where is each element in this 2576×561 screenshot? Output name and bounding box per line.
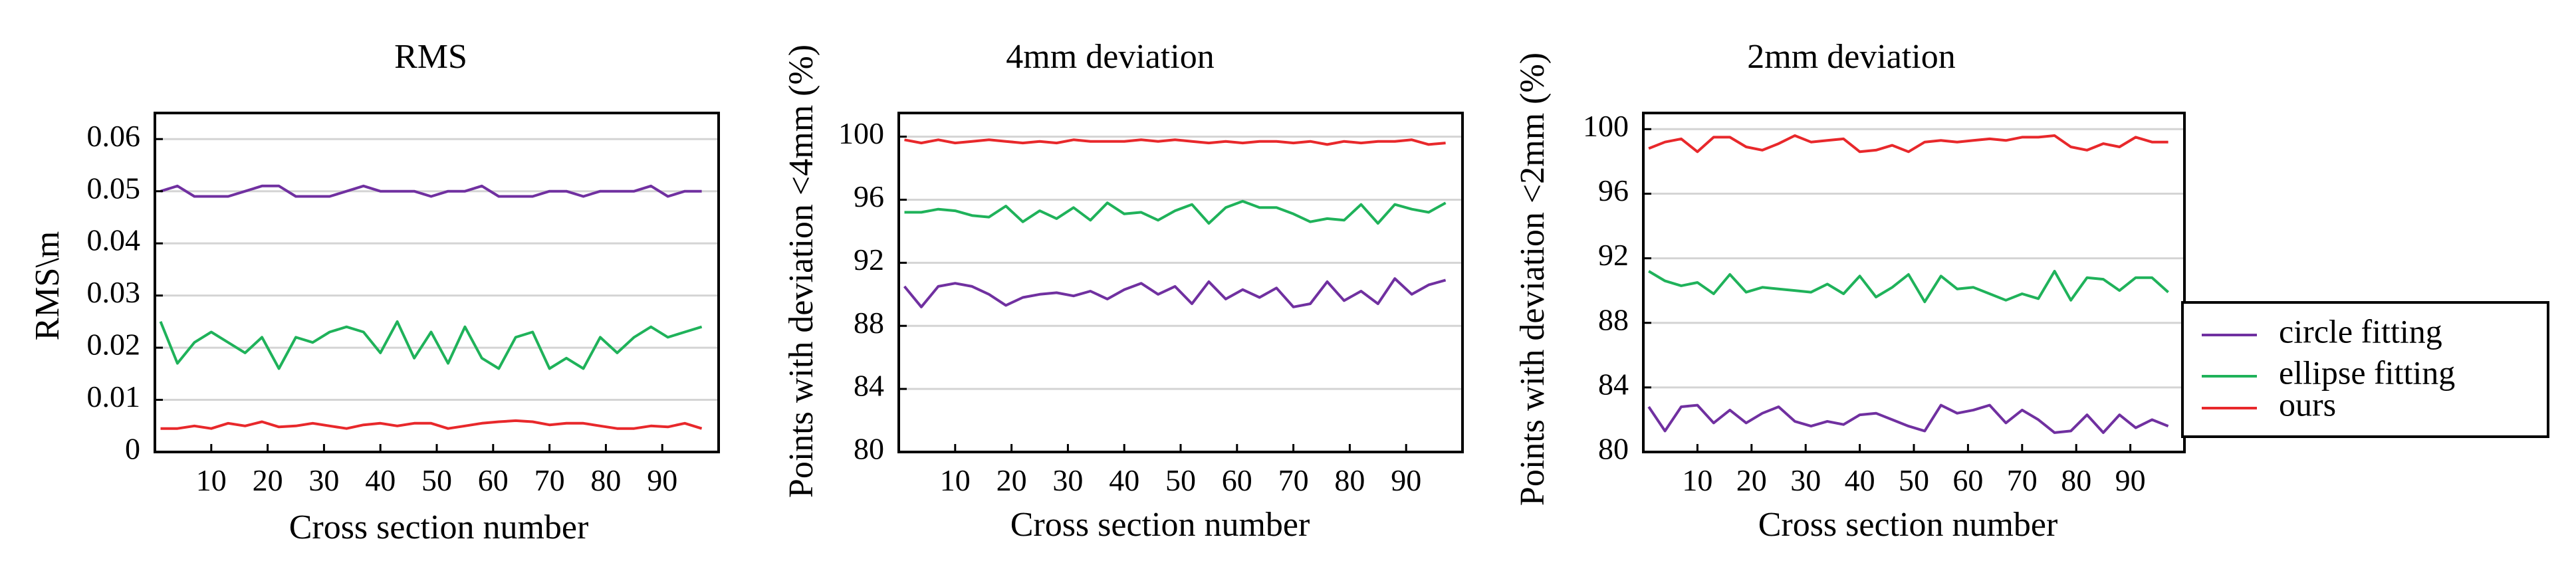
legend-label-ours: ours xyxy=(2279,386,2336,423)
y-tick-label: 0.04 xyxy=(87,223,141,257)
x-tick-label: 80 xyxy=(2061,463,2091,497)
x-tick-label: 40 xyxy=(365,463,396,497)
x-tick-label: 20 xyxy=(253,463,283,497)
legend-entry-circle-fitting: circle fitting xyxy=(2202,312,2442,350)
x-tick-label: 10 xyxy=(1682,463,1712,497)
y-tick-label: 0.05 xyxy=(87,171,141,205)
x-axis-label: Cross section number xyxy=(1758,506,2058,544)
x-tick-label: 70 xyxy=(1278,463,1309,497)
x-tick-label: 30 xyxy=(1790,463,1821,497)
x-tick-label: 80 xyxy=(590,463,621,497)
y-tick-label: 0.02 xyxy=(87,328,141,362)
x-tick-label: 30 xyxy=(308,463,339,497)
x-tick-label: 20 xyxy=(1736,463,1767,497)
legend-label-ellipse-fitting: ellipse fitting xyxy=(2279,354,2455,391)
chart-title: RMS xyxy=(394,38,467,76)
series-line-circle-fitting xyxy=(1647,403,2169,434)
x-tick-label: 50 xyxy=(421,463,452,497)
y-axis-label: Points with deviation <4mm (%) xyxy=(782,45,820,498)
x-tick-label: 40 xyxy=(1845,463,1875,497)
x-axis-label: Cross section number xyxy=(289,508,589,546)
y-tick-label: 80 xyxy=(854,432,884,466)
x-tick-label: 40 xyxy=(1109,463,1139,497)
y-tick-label: 88 xyxy=(854,306,884,340)
legend-label-circle-fitting: circle fitting xyxy=(2279,312,2442,350)
y-tick-label: 84 xyxy=(854,369,884,403)
chart-panel-4mm-deviation: 4mm deviation Points with deviation <4mm… xyxy=(782,38,1464,544)
series-line-ellipse-fitting xyxy=(159,320,703,370)
x-tick-label: 10 xyxy=(196,463,227,497)
y-tick-label: 100 xyxy=(1583,109,1629,143)
x-tick-label: 10 xyxy=(940,463,971,497)
x-tick-label: 90 xyxy=(1391,463,1421,497)
legend-entry-ours: ours xyxy=(2202,386,2336,423)
legend: circle fitting ellipse fitting ours xyxy=(2181,301,2549,438)
x-tick-label: 80 xyxy=(1334,463,1365,497)
chart-panel-2mm-deviation: 2mm deviation Points with deviation <2mm… xyxy=(1514,38,2186,544)
x-tick-label: 60 xyxy=(1222,463,1252,497)
series-line-ours xyxy=(904,138,1446,146)
y-tick-label: 80 xyxy=(1598,432,1629,466)
plot-frame xyxy=(897,112,1464,453)
y-tick-label: 0.03 xyxy=(87,275,141,309)
x-tick-label: 70 xyxy=(2007,463,2038,497)
y-tick-label: 96 xyxy=(1598,173,1629,207)
y-tick-label: 92 xyxy=(854,243,884,277)
series-line-ours xyxy=(1648,134,2168,154)
chart-title: 2mm deviation xyxy=(1747,38,1955,76)
x-tick-label: 90 xyxy=(2115,463,2146,497)
y-tick-label: 0.01 xyxy=(87,380,141,413)
x-tick-label: 70 xyxy=(534,463,565,497)
legend-box xyxy=(2181,301,2549,438)
chart-panel-rms: RMS RMS\m Cross section number 10 20 30 40 5… xyxy=(29,38,720,546)
x-tick-label: 60 xyxy=(478,463,509,497)
series-line-ellipse-fitting xyxy=(904,199,1447,225)
x-axis-label: Cross section number xyxy=(1010,506,1310,544)
x-tick-label: 50 xyxy=(1899,463,1929,497)
y-axis-label: RMS\m xyxy=(29,231,66,341)
x-tick-label: 90 xyxy=(647,463,677,497)
y-tick-label: 0 xyxy=(125,432,140,466)
chart-title: 4mm deviation xyxy=(1006,38,1214,76)
plot-frame xyxy=(154,112,720,453)
x-tick-label: 20 xyxy=(996,463,1027,497)
y-axis-label: Points with deviation <2mm (%) xyxy=(1514,53,1552,506)
series-line-circle-fitting xyxy=(160,184,702,198)
y-tick-label: 96 xyxy=(854,179,884,213)
y-tick-label: 84 xyxy=(1598,367,1629,401)
y-tick-label: 100 xyxy=(838,116,884,150)
series-line-circle-fitting xyxy=(903,277,1447,308)
y-tick-label: 88 xyxy=(1598,302,1629,336)
x-tick-label: 50 xyxy=(1165,463,1196,497)
series-line-ours xyxy=(160,419,703,430)
legend-entry-ellipse-fitting: ellipse fitting xyxy=(2202,354,2455,391)
x-tick-label: 30 xyxy=(1052,463,1083,497)
series-line-ellipse-fitting xyxy=(1648,270,2169,304)
x-tick-label: 60 xyxy=(1952,463,1983,497)
y-tick-label: 0.06 xyxy=(87,119,141,153)
y-tick-label: 92 xyxy=(1598,238,1629,272)
